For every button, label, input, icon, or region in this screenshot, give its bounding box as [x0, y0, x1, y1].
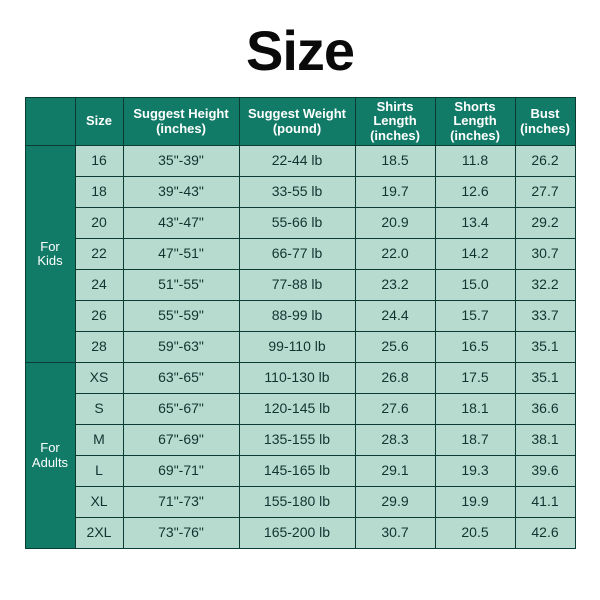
data-cell: 12.6 [435, 177, 515, 208]
data-cell: 24 [75, 270, 123, 301]
data-cell: 73"-76" [123, 518, 239, 549]
data-cell: 165-200 lb [239, 518, 355, 549]
data-cell: 77-88 lb [239, 270, 355, 301]
data-cell: 110-130 lb [239, 363, 355, 394]
data-cell: 63"-65" [123, 363, 239, 394]
data-cell: 27.6 [355, 394, 435, 425]
data-cell: 38.1 [515, 425, 575, 456]
data-cell: XL [75, 487, 123, 518]
data-cell: 39"-43" [123, 177, 239, 208]
column-header [25, 98, 75, 146]
data-cell: 66-77 lb [239, 239, 355, 270]
group-label: ForAdults [25, 363, 75, 549]
data-cell: 15.0 [435, 270, 515, 301]
data-cell: 20.9 [355, 208, 435, 239]
data-cell: 20.5 [435, 518, 515, 549]
data-cell: 22.0 [355, 239, 435, 270]
data-cell: 71"-73" [123, 487, 239, 518]
data-cell: 30.7 [355, 518, 435, 549]
data-cell: 18 [75, 177, 123, 208]
data-cell: 28.3 [355, 425, 435, 456]
data-cell: 30.7 [515, 239, 575, 270]
data-cell: 55"-59" [123, 301, 239, 332]
data-cell: 145-165 lb [239, 456, 355, 487]
data-cell: XS [75, 363, 123, 394]
data-cell: 29.9 [355, 487, 435, 518]
data-cell: 18.7 [435, 425, 515, 456]
data-cell: 2XL [75, 518, 123, 549]
data-cell: 14.2 [435, 239, 515, 270]
data-cell: 41.1 [515, 487, 575, 518]
data-cell: 19.9 [435, 487, 515, 518]
size-table: SizeSuggest Height (inches)Suggest Weigh… [25, 97, 576, 549]
data-cell: 59"-63" [123, 332, 239, 363]
column-header: Shirts Length (inches) [355, 98, 435, 146]
data-cell: 47"-51" [123, 239, 239, 270]
data-cell: 27.7 [515, 177, 575, 208]
column-header: Bust (inches) [515, 98, 575, 146]
data-cell: 23.2 [355, 270, 435, 301]
data-cell: 135-155 lb [239, 425, 355, 456]
data-cell: 19.7 [355, 177, 435, 208]
data-cell: 22-44 lb [239, 146, 355, 177]
data-cell: 39.6 [515, 456, 575, 487]
data-cell: 17.5 [435, 363, 515, 394]
data-cell: 26.2 [515, 146, 575, 177]
data-cell: 35"-39" [123, 146, 239, 177]
data-cell: 55-66 lb [239, 208, 355, 239]
size-chart-container: Size SizeSuggest Height (inches)Suggest … [0, 0, 600, 600]
column-header: Shorts Length (inches) [435, 98, 515, 146]
data-cell: S [75, 394, 123, 425]
data-cell: 35.1 [515, 332, 575, 363]
data-cell: L [75, 456, 123, 487]
data-cell: 36.6 [515, 394, 575, 425]
data-cell: 18.1 [435, 394, 515, 425]
data-cell: M [75, 425, 123, 456]
data-cell: 16 [75, 146, 123, 177]
data-cell: 32.2 [515, 270, 575, 301]
data-cell: 120-145 lb [239, 394, 355, 425]
data-cell: 33-55 lb [239, 177, 355, 208]
data-cell: 19.3 [435, 456, 515, 487]
data-cell: 67"-69" [123, 425, 239, 456]
data-cell: 99-110 lb [239, 332, 355, 363]
page-title: Size [246, 18, 354, 83]
data-cell: 15.7 [435, 301, 515, 332]
data-cell: 33.7 [515, 301, 575, 332]
column-header: Size [75, 98, 123, 146]
data-cell: 22 [75, 239, 123, 270]
data-cell: 26 [75, 301, 123, 332]
column-header: Suggest Weight (pound) [239, 98, 355, 146]
data-cell: 43"-47" [123, 208, 239, 239]
data-cell: 29.2 [515, 208, 575, 239]
data-cell: 24.4 [355, 301, 435, 332]
data-cell: 69"-71" [123, 456, 239, 487]
data-cell: 51"-55" [123, 270, 239, 301]
column-header: Suggest Height (inches) [123, 98, 239, 146]
data-cell: 42.6 [515, 518, 575, 549]
data-cell: 155-180 lb [239, 487, 355, 518]
data-cell: 35.1 [515, 363, 575, 394]
data-cell: 25.6 [355, 332, 435, 363]
data-cell: 11.8 [435, 146, 515, 177]
data-cell: 16.5 [435, 332, 515, 363]
data-cell: 65"-67" [123, 394, 239, 425]
data-cell: 28 [75, 332, 123, 363]
data-cell: 26.8 [355, 363, 435, 394]
data-cell: 88-99 lb [239, 301, 355, 332]
data-cell: 20 [75, 208, 123, 239]
data-cell: 29.1 [355, 456, 435, 487]
data-cell: 13.4 [435, 208, 515, 239]
data-cell: 18.5 [355, 146, 435, 177]
group-label: ForKids [25, 146, 75, 363]
